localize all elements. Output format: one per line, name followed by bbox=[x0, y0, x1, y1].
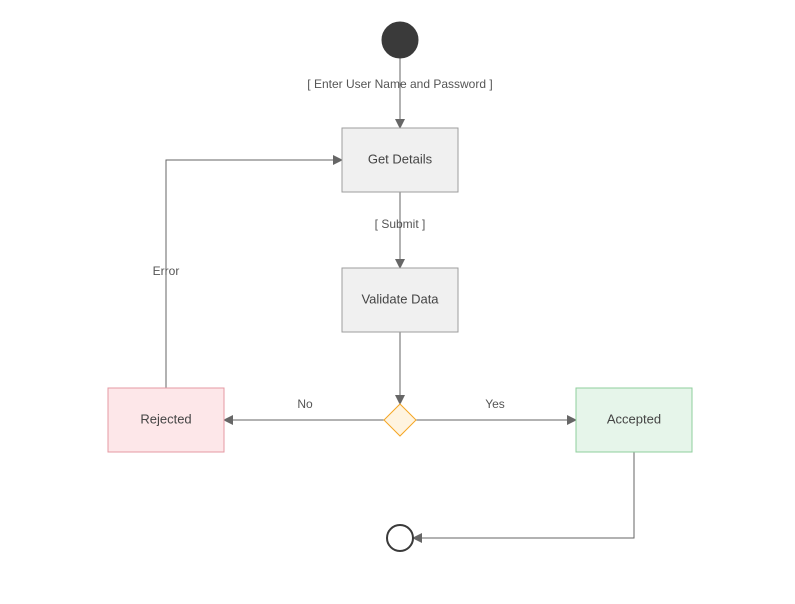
node-decision bbox=[384, 404, 416, 436]
edge-label-e1: [ Submit ] bbox=[375, 217, 426, 231]
edge-e5 bbox=[413, 452, 634, 538]
edge-label-e4: Yes bbox=[485, 397, 505, 411]
node-label-accepted: Accepted bbox=[607, 411, 661, 426]
edge-e6 bbox=[166, 160, 342, 388]
edge-label-e3: No bbox=[297, 397, 313, 411]
node-label-get_details: Get Details bbox=[368, 151, 433, 166]
edge-label-e6: Error bbox=[153, 264, 180, 278]
node-end bbox=[387, 525, 413, 551]
node-label-validate: Validate Data bbox=[361, 291, 439, 306]
edge-label-e0: [ Enter User Name and Password ] bbox=[307, 77, 492, 91]
node-start bbox=[382, 22, 418, 58]
node-label-rejected: Rejected bbox=[140, 411, 191, 426]
